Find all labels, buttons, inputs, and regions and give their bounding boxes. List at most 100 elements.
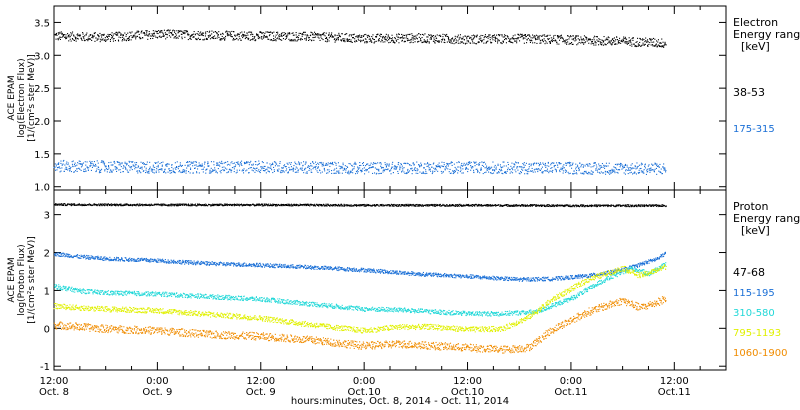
- data-point: [368, 204, 370, 206]
- data-point: [312, 34, 314, 36]
- data-point: [414, 205, 416, 207]
- data-point: [394, 42, 396, 44]
- data-point: [485, 171, 487, 173]
- data-point: [323, 204, 325, 206]
- data-point: [499, 205, 501, 207]
- data-point: [186, 167, 188, 169]
- data-point: [61, 32, 63, 34]
- data-point: [541, 204, 543, 206]
- data-point: [509, 205, 511, 207]
- data-point: [421, 33, 423, 35]
- data-point: [360, 39, 362, 41]
- data-point: [561, 205, 563, 207]
- data-point: [572, 204, 574, 206]
- data-point: [331, 170, 333, 172]
- data-point: [152, 34, 154, 36]
- data-point: [654, 168, 656, 170]
- data-point: [609, 42, 611, 44]
- data-point: [294, 163, 296, 165]
- data-point: [642, 170, 644, 172]
- data-point: [629, 172, 631, 174]
- data-point: [586, 40, 588, 42]
- data-point: [599, 205, 601, 207]
- data-point: [251, 204, 253, 206]
- data-point: [470, 165, 472, 167]
- data-point: [95, 203, 97, 205]
- data-point: [443, 41, 445, 43]
- data-point: [515, 205, 517, 207]
- data-point: [209, 170, 211, 172]
- data-point: [341, 204, 343, 206]
- data-point: [211, 33, 213, 35]
- data-point: [654, 204, 656, 206]
- data-point: [98, 203, 100, 205]
- data-point: [179, 162, 181, 164]
- data-point: [121, 163, 123, 165]
- data-point: [553, 35, 555, 37]
- data-point: [565, 164, 567, 166]
- data-point: [74, 162, 76, 164]
- data-point: [160, 205, 162, 207]
- data-point: [319, 162, 321, 164]
- data-point: [216, 204, 218, 206]
- data-point: [501, 167, 503, 169]
- data-point: [483, 39, 485, 41]
- data-point: [554, 40, 556, 42]
- data-point: [404, 172, 406, 174]
- data-point: [54, 163, 56, 165]
- data-point: [397, 38, 399, 40]
- data-point: [327, 172, 329, 174]
- data-point: [92, 165, 94, 167]
- data-point: [218, 203, 220, 205]
- data-point: [590, 170, 592, 172]
- data-point: [328, 37, 330, 39]
- data-point: [272, 162, 274, 164]
- data-point: [185, 31, 187, 33]
- data-point: [467, 40, 469, 42]
- data-point: [192, 161, 194, 163]
- data-point: [136, 30, 138, 32]
- data-point: [523, 162, 525, 164]
- data-point: [661, 173, 663, 175]
- data-point: [546, 165, 548, 167]
- data-point: [365, 168, 367, 170]
- data-point: [313, 36, 315, 38]
- data-point: [528, 171, 530, 173]
- data-point: [303, 203, 305, 205]
- data-point: [483, 42, 485, 44]
- data-point: [236, 171, 238, 173]
- data-point: [538, 38, 540, 40]
- data-point: [60, 255, 62, 257]
- data-point: [506, 38, 508, 40]
- data-point: [376, 35, 378, 37]
- data-point: [137, 172, 139, 174]
- data-point: [107, 204, 109, 206]
- data-point: [491, 36, 493, 38]
- data-point: [158, 30, 160, 32]
- data-point: [130, 203, 132, 205]
- data-point: [642, 205, 644, 207]
- data-point: [82, 203, 84, 205]
- data-point: [97, 204, 99, 206]
- data-point: [72, 166, 74, 168]
- data-point: [104, 205, 106, 207]
- data-point: [353, 205, 355, 207]
- data-point: [423, 39, 425, 41]
- data-point: [419, 205, 421, 207]
- data-point: [317, 167, 319, 169]
- data-point: [256, 164, 258, 166]
- data-point: [160, 203, 162, 205]
- data-point: [430, 37, 432, 39]
- data-point: [546, 42, 548, 44]
- data-point: [83, 168, 85, 170]
- data-point: [111, 205, 113, 207]
- data-point: [240, 39, 242, 41]
- data-point: [194, 203, 196, 205]
- data-point: [124, 203, 126, 205]
- data-point: [384, 164, 386, 166]
- data-point: [400, 37, 402, 39]
- data-point: [460, 167, 462, 169]
- data-point: [173, 171, 175, 173]
- data-point: [598, 38, 600, 40]
- data-point: [283, 204, 285, 206]
